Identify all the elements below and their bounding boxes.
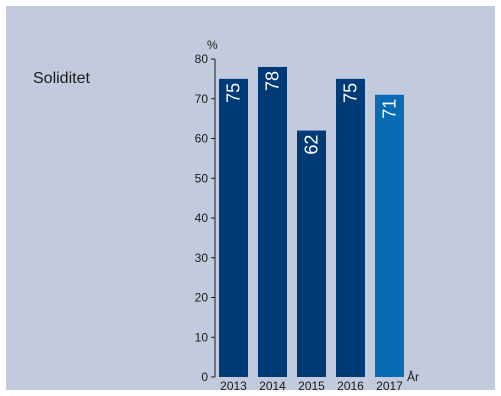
y-tick-label: 80: [195, 52, 209, 66]
x-tick-label: 2013: [220, 379, 247, 393]
chart-title: Soliditet: [33, 70, 90, 87]
y-tick-label: 30: [195, 251, 209, 265]
bar: [219, 78, 248, 377]
bar-labels-group: 75 78 62 75 71: [224, 71, 400, 155]
x-tick-label: 2014: [259, 379, 286, 393]
y-tick-label: 0: [201, 370, 208, 384]
x-tick-label: 2015: [298, 379, 325, 393]
y-tick-label: 10: [195, 330, 209, 344]
bar-data-label: 71: [380, 99, 400, 119]
y-tick-label: 40: [195, 211, 209, 225]
y-tick-label: 70: [195, 92, 209, 106]
bar: [375, 94, 404, 378]
bar-data-label: 75: [341, 83, 361, 103]
x-ticks-group: 2013 2014 2015 2016 2017: [220, 379, 403, 393]
bar-data-label: 62: [302, 135, 322, 155]
chart-panel: [6, 6, 495, 390]
y-axis-unit: %: [207, 38, 218, 52]
y-tick-label: 60: [195, 132, 209, 146]
bar-data-label: 78: [263, 71, 283, 91]
bar-data-label: 75: [224, 83, 244, 103]
x-axis-unit: År: [407, 369, 419, 384]
bar: [297, 130, 326, 377]
y-tick-label: 20: [195, 291, 209, 305]
bar: [258, 66, 287, 377]
x-tick-label: 2017: [376, 379, 403, 393]
bar: [336, 78, 365, 377]
bars-group: [219, 66, 404, 378]
axes-group: 0 10 20 30 40 50 60 70 80 2013 2014 2015 2016 2017 %…: [195, 38, 419, 393]
y-tick-label: 50: [195, 171, 209, 185]
y-ticks-group: 0 10 20 30 40 50 60 70 80: [195, 52, 215, 384]
x-tick-label: 2016: [337, 379, 364, 393]
